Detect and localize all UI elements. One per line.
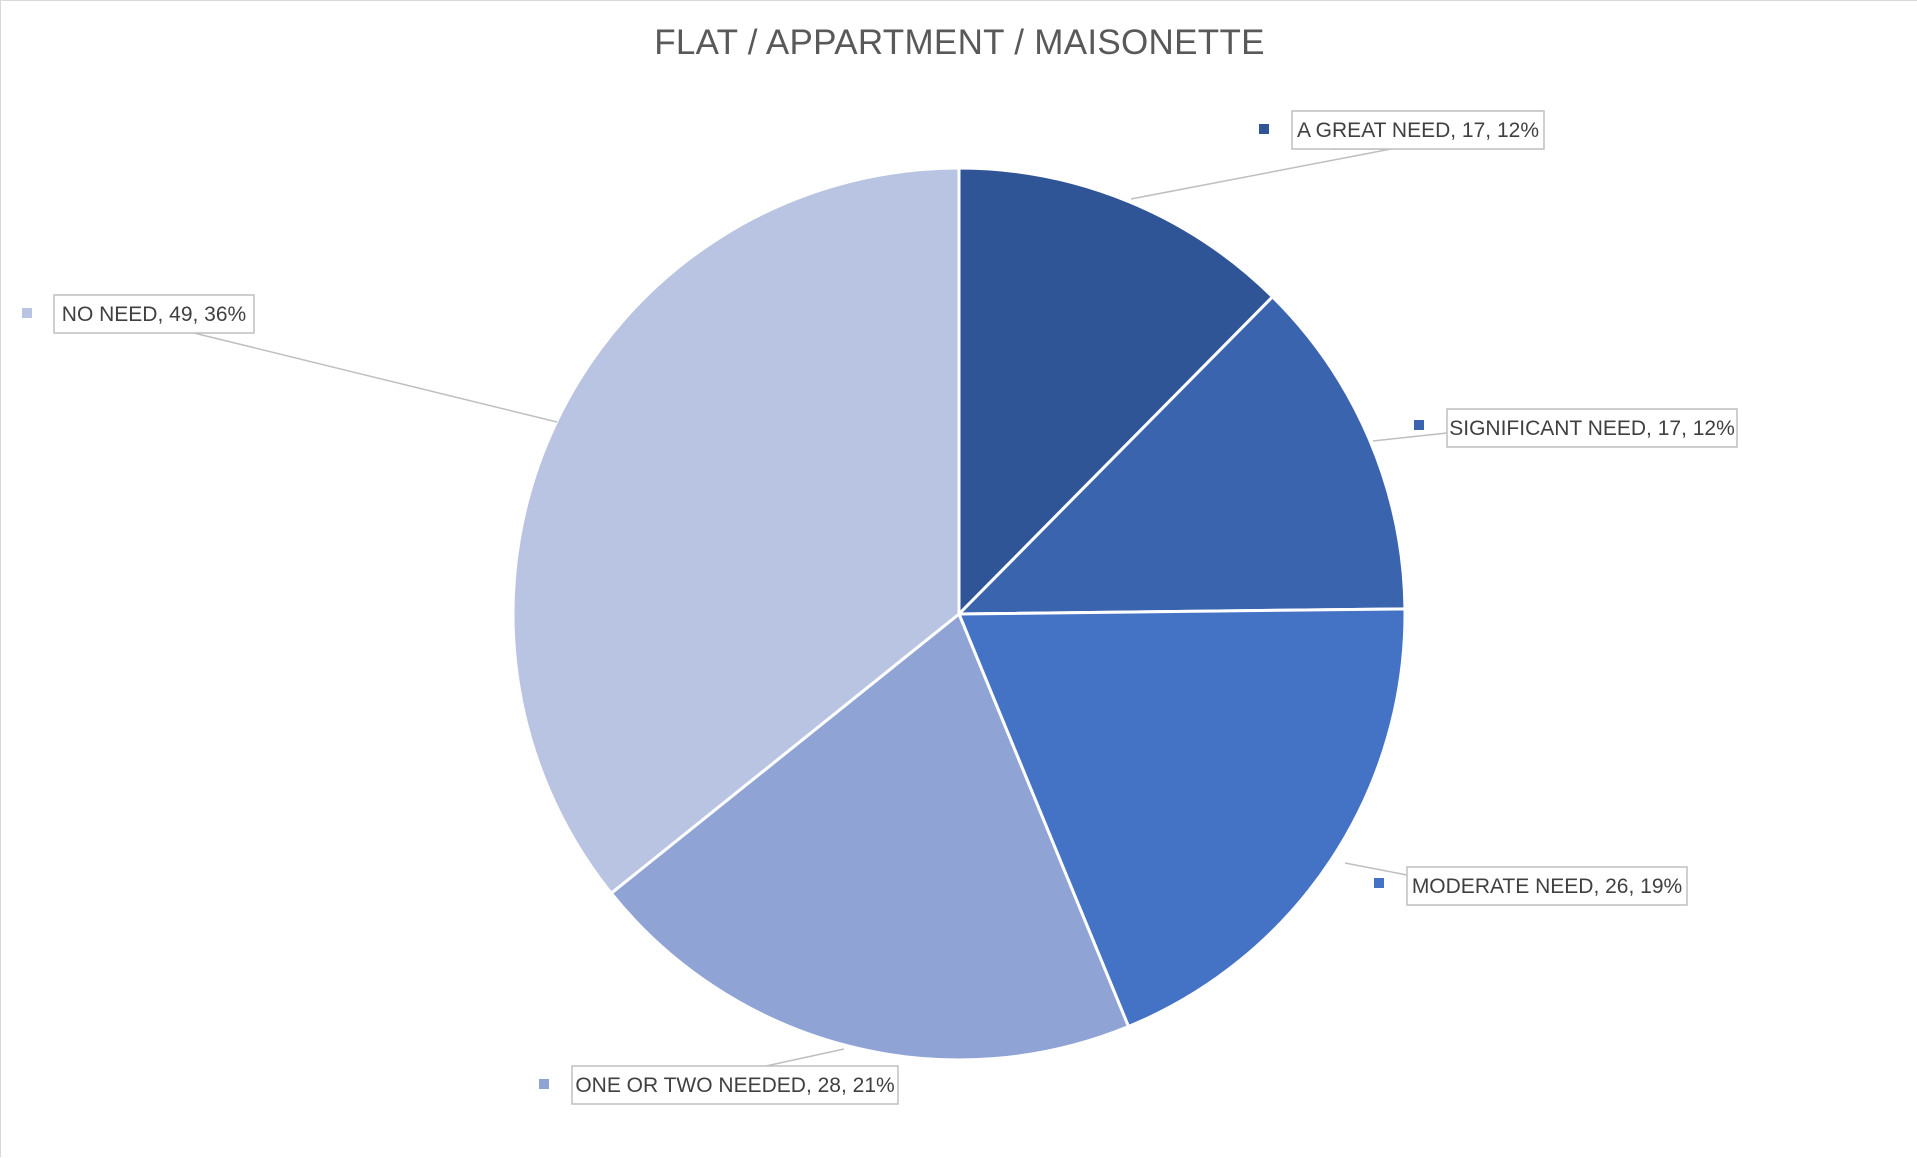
legend-key-significant-need bbox=[1414, 420, 1424, 430]
legend-key-one-or-two-needed bbox=[539, 1079, 549, 1089]
pie-slice-moderate-need bbox=[956, 607, 1407, 1029]
legend-key-no-need bbox=[22, 308, 32, 318]
data-label-moderate-need: MODERATE NEED, 26, 19% bbox=[1412, 875, 1682, 898]
data-label-no-need: NO NEED, 49, 36% bbox=[62, 303, 246, 326]
data-label-box-a-great-need bbox=[1291, 110, 1545, 150]
pie-slice-one-or-two-needed bbox=[609, 611, 1131, 1062]
data-label-box-no-need bbox=[53, 294, 255, 334]
legend-key-a-great-need bbox=[1259, 124, 1269, 134]
pie-slice-a-great-need bbox=[957, 166, 1275, 618]
pie-slice-no-need bbox=[511, 166, 961, 896]
data-label-box-moderate-need bbox=[1406, 866, 1688, 906]
legend-key-moderate-need bbox=[1374, 878, 1384, 888]
pie-slices bbox=[511, 166, 1407, 1062]
leader-line-significant-need bbox=[1372, 432, 1448, 442]
leader-line-a-great-need bbox=[1130, 148, 1392, 200]
data-label-one-or-two-needed: ONE OR TWO NEEDED, 28, 21% bbox=[575, 1074, 894, 1097]
data-labels: A GREAT NEED, 17, 12% SIGNIFICANT NEED, 1… bbox=[22, 110, 1738, 1105]
leader-line-one-or-two-needed bbox=[765, 1048, 845, 1067]
leader-line-moderate-need bbox=[1344, 862, 1408, 876]
chart-title: FLAT / APPARTMENT / MAISONETTE bbox=[654, 23, 1265, 62]
data-label-box-one-or-two-needed bbox=[571, 1065, 899, 1105]
pie-slice-significant-need bbox=[955, 294, 1407, 616]
leader-line-no-need bbox=[193, 332, 558, 423]
data-label-a-great-need: A GREAT NEED, 17, 12% bbox=[1297, 119, 1539, 142]
data-label-box-significant-need bbox=[1446, 408, 1738, 448]
data-label-significant-need: SIGNIFICANT NEED, 17, 12% bbox=[1449, 417, 1735, 440]
